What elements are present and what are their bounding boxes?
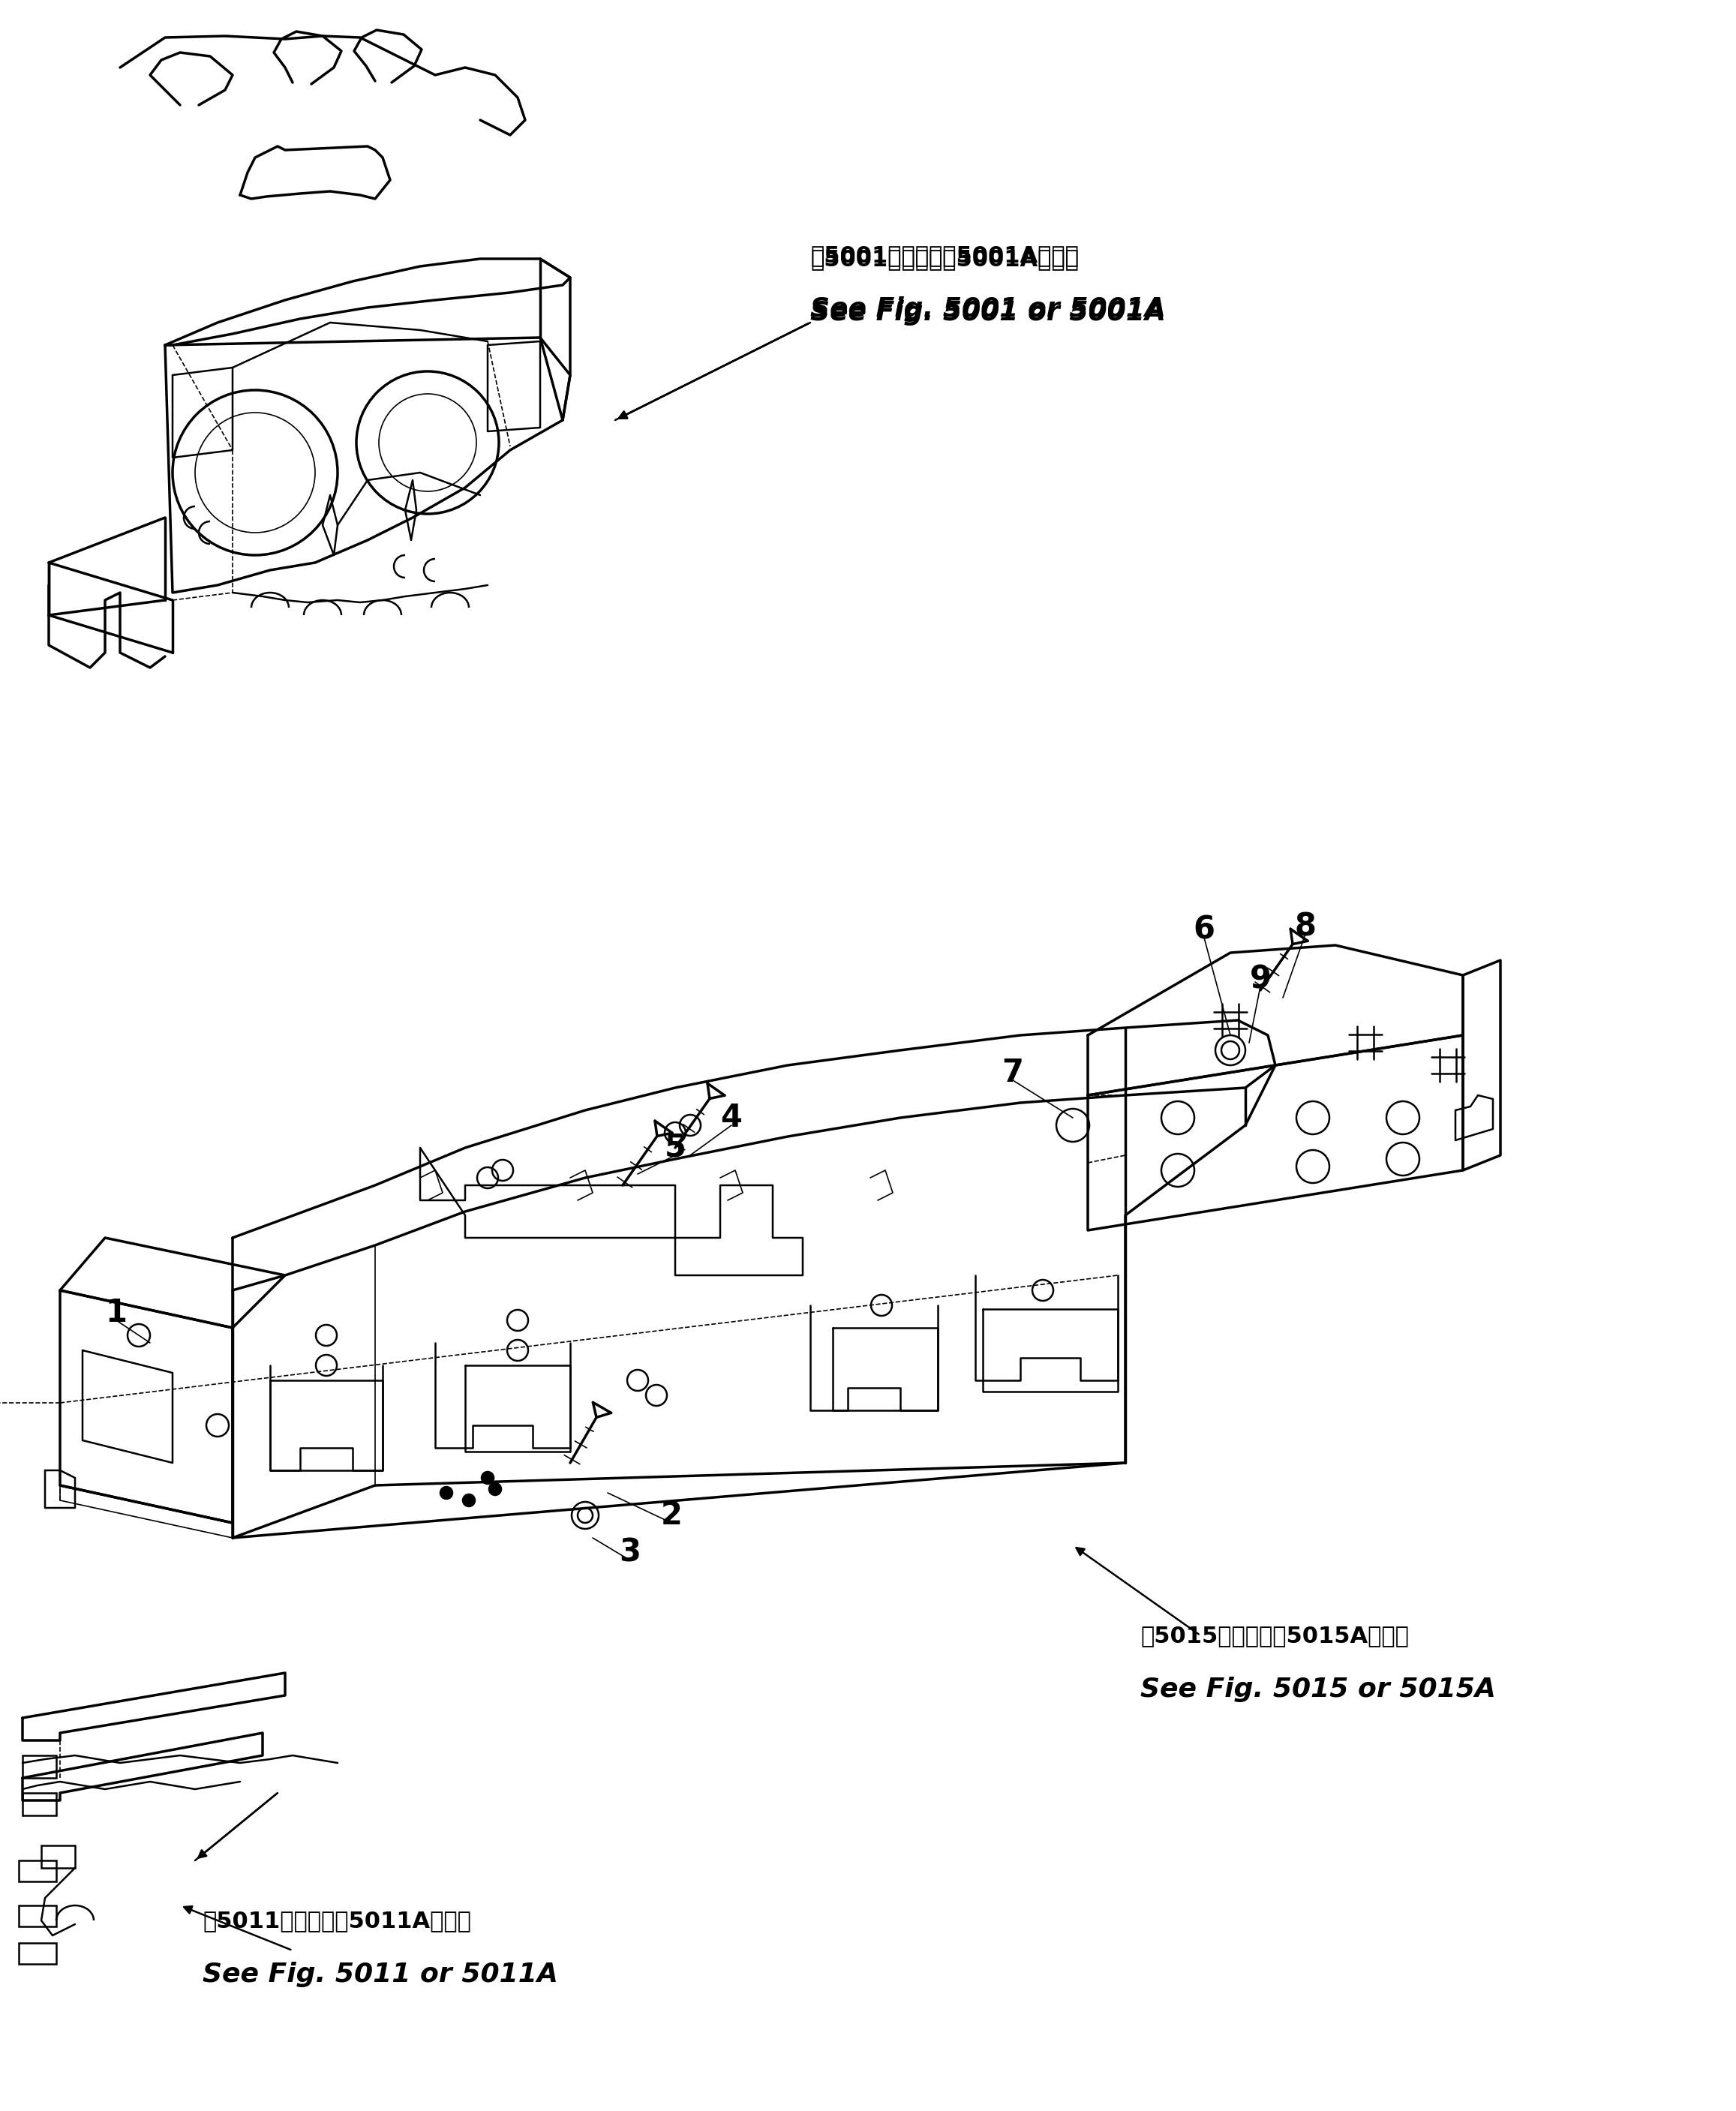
- Bar: [42, 1845, 75, 1868]
- Text: 5: 5: [665, 1131, 686, 1163]
- Bar: [19, 1860, 56, 1881]
- Text: 第5001図または第5001A図参照: 第5001図または第5001A図参照: [811, 249, 1078, 270]
- Text: 1: 1: [106, 1296, 127, 1328]
- Text: 4: 4: [720, 1102, 743, 1134]
- Circle shape: [481, 1471, 493, 1484]
- Text: 第5015図または第5015A図参照: 第5015図または第5015A図参照: [1141, 1625, 1410, 1647]
- Text: 第5011図または第5011A図参照: 第5011図または第5011A図参照: [203, 1910, 470, 1932]
- Text: 2: 2: [661, 1499, 682, 1530]
- Text: 8: 8: [1295, 910, 1316, 942]
- Text: See Fig. 5001 or 5001A: See Fig. 5001 or 5001A: [811, 300, 1167, 325]
- Circle shape: [464, 1495, 476, 1507]
- Text: 7: 7: [1002, 1058, 1024, 1089]
- Circle shape: [441, 1486, 453, 1499]
- Bar: [19, 1942, 56, 1963]
- Circle shape: [490, 1484, 502, 1495]
- Text: 第5001図または第5001A図参照: 第5001図または第5001A図参照: [811, 245, 1078, 266]
- Bar: [23, 1792, 56, 1815]
- Text: 9: 9: [1250, 963, 1271, 994]
- Bar: [19, 1906, 56, 1927]
- Text: 6: 6: [1193, 914, 1215, 946]
- Text: See Fig. 5001 or 5001A: See Fig. 5001 or 5001A: [811, 296, 1167, 321]
- Text: See Fig. 5015 or 5015A: See Fig. 5015 or 5015A: [1141, 1676, 1496, 1701]
- Bar: [23, 1756, 56, 1777]
- Text: 3: 3: [620, 1537, 641, 1568]
- Text: See Fig. 5011 or 5011A: See Fig. 5011 or 5011A: [203, 1961, 557, 1986]
